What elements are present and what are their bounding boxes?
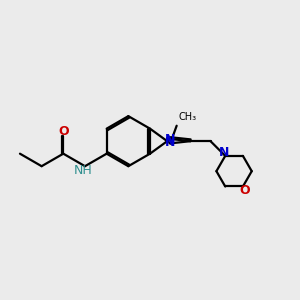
Text: N: N: [165, 136, 175, 149]
Text: N: N: [165, 133, 175, 146]
Text: O: O: [239, 184, 250, 196]
Text: CH₃: CH₃: [178, 112, 196, 122]
Text: N: N: [219, 146, 229, 159]
Text: O: O: [58, 125, 69, 138]
Text: NH: NH: [74, 164, 93, 177]
